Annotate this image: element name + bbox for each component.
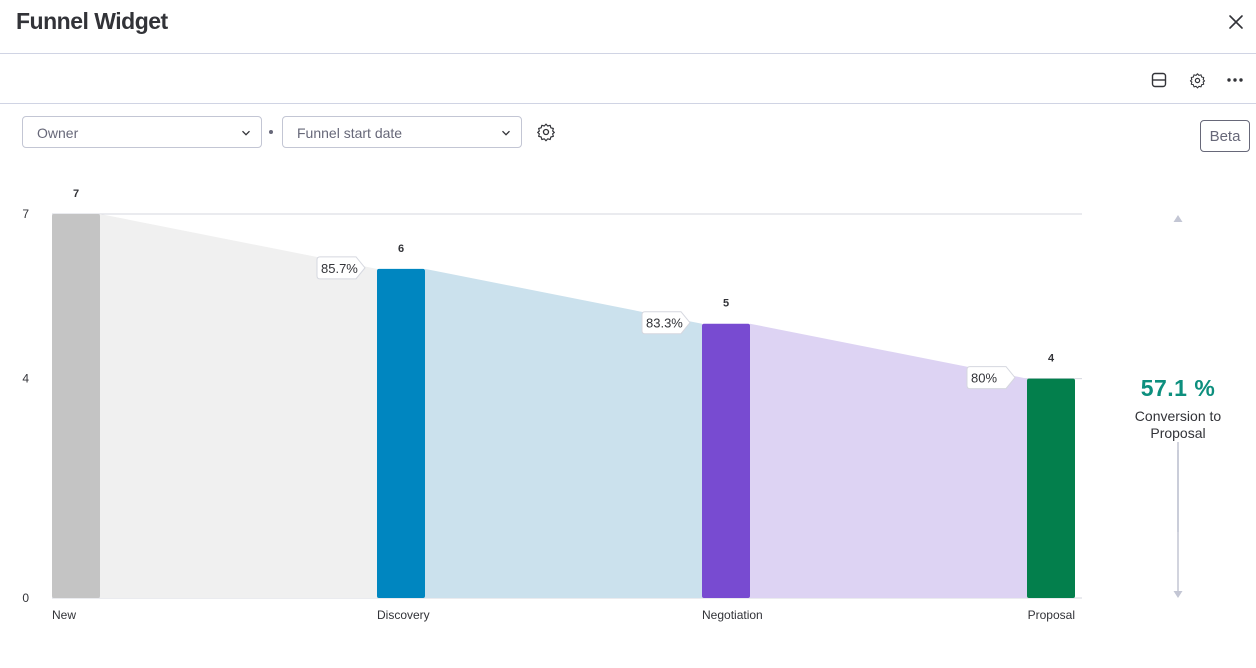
step-rate-label: 80% bbox=[971, 371, 997, 386]
bar-value-label: 6 bbox=[398, 243, 404, 255]
step-rate-label: 83.3% bbox=[646, 316, 683, 331]
step-rate-tag bbox=[966, 366, 1016, 390]
funnel-bar bbox=[702, 323, 750, 598]
widget-toolbar bbox=[0, 55, 1256, 104]
funnel-labels: 7 New 6 Discovery 5 Negotiation 4 Proposal 85.7%… bbox=[52, 188, 1075, 622]
y-tick-label: 0 bbox=[22, 591, 29, 605]
beta-badge: Beta bbox=[1200, 120, 1250, 152]
step-rate-tag bbox=[641, 311, 691, 335]
layout-icon bbox=[1151, 72, 1167, 88]
funnel-band bbox=[425, 268, 702, 598]
more-options-button[interactable] bbox=[1222, 67, 1248, 93]
close-icon bbox=[1229, 15, 1243, 29]
funnel-bands bbox=[100, 214, 1027, 598]
chevron-down-icon bbox=[242, 130, 250, 136]
widget-header: Funnel Widget bbox=[0, 0, 1256, 54]
funnel-bars bbox=[52, 214, 1075, 598]
widget-title: Funnel Widget bbox=[16, 8, 168, 34]
y-tick-label: 7 bbox=[22, 207, 29, 221]
category-label: Discovery bbox=[377, 608, 430, 622]
bar-value-label: 7 bbox=[73, 188, 79, 200]
widget-settings-button[interactable] bbox=[1184, 67, 1210, 93]
step-rate-tag bbox=[316, 256, 366, 280]
bar-value-label: 4 bbox=[1048, 353, 1055, 365]
funnel-bar bbox=[377, 268, 425, 598]
owner-dropdown-label: Owner bbox=[37, 125, 79, 141]
gear-icon bbox=[1189, 72, 1205, 88]
conversion-rate: 57.1 % bbox=[1140, 375, 1216, 401]
owner-dropdown[interactable]: Owner bbox=[22, 116, 262, 148]
step-rate-label: 85.7% bbox=[321, 261, 358, 276]
category-label: New bbox=[52, 608, 76, 622]
close-button[interactable] bbox=[1222, 8, 1250, 36]
funnel-band bbox=[100, 214, 377, 598]
filter-separator bbox=[269, 130, 273, 134]
funnel-bar bbox=[1027, 378, 1075, 598]
funnel-start-date-label: Funnel start date bbox=[297, 125, 403, 141]
conversion-label: Conversion to Proposal bbox=[1134, 408, 1222, 441]
bar-value-label: 5 bbox=[723, 298, 729, 310]
category-label: Negotiation bbox=[702, 608, 763, 622]
conversion-summary: 57.1 % Conversion to Proposal bbox=[1115, 375, 1241, 442]
funnel-chart: 0 4 7 7 New 6 Discovery 5 Negotiation 4 Proposal 8… bbox=[22, 188, 1183, 622]
chevron-down-icon bbox=[502, 130, 510, 136]
gear-icon bbox=[537, 123, 555, 142]
category-label: Proposal bbox=[1028, 608, 1075, 622]
layout-button[interactable] bbox=[1146, 67, 1172, 93]
funnel-settings-button[interactable] bbox=[533, 119, 559, 145]
funnel-start-date-dropdown[interactable]: Funnel start date bbox=[282, 116, 522, 148]
more-horizontal-icon bbox=[1227, 78, 1243, 82]
y-tick-label: 4 bbox=[22, 372, 29, 386]
funnel-bar bbox=[52, 214, 100, 598]
funnel-band bbox=[750, 323, 1027, 598]
